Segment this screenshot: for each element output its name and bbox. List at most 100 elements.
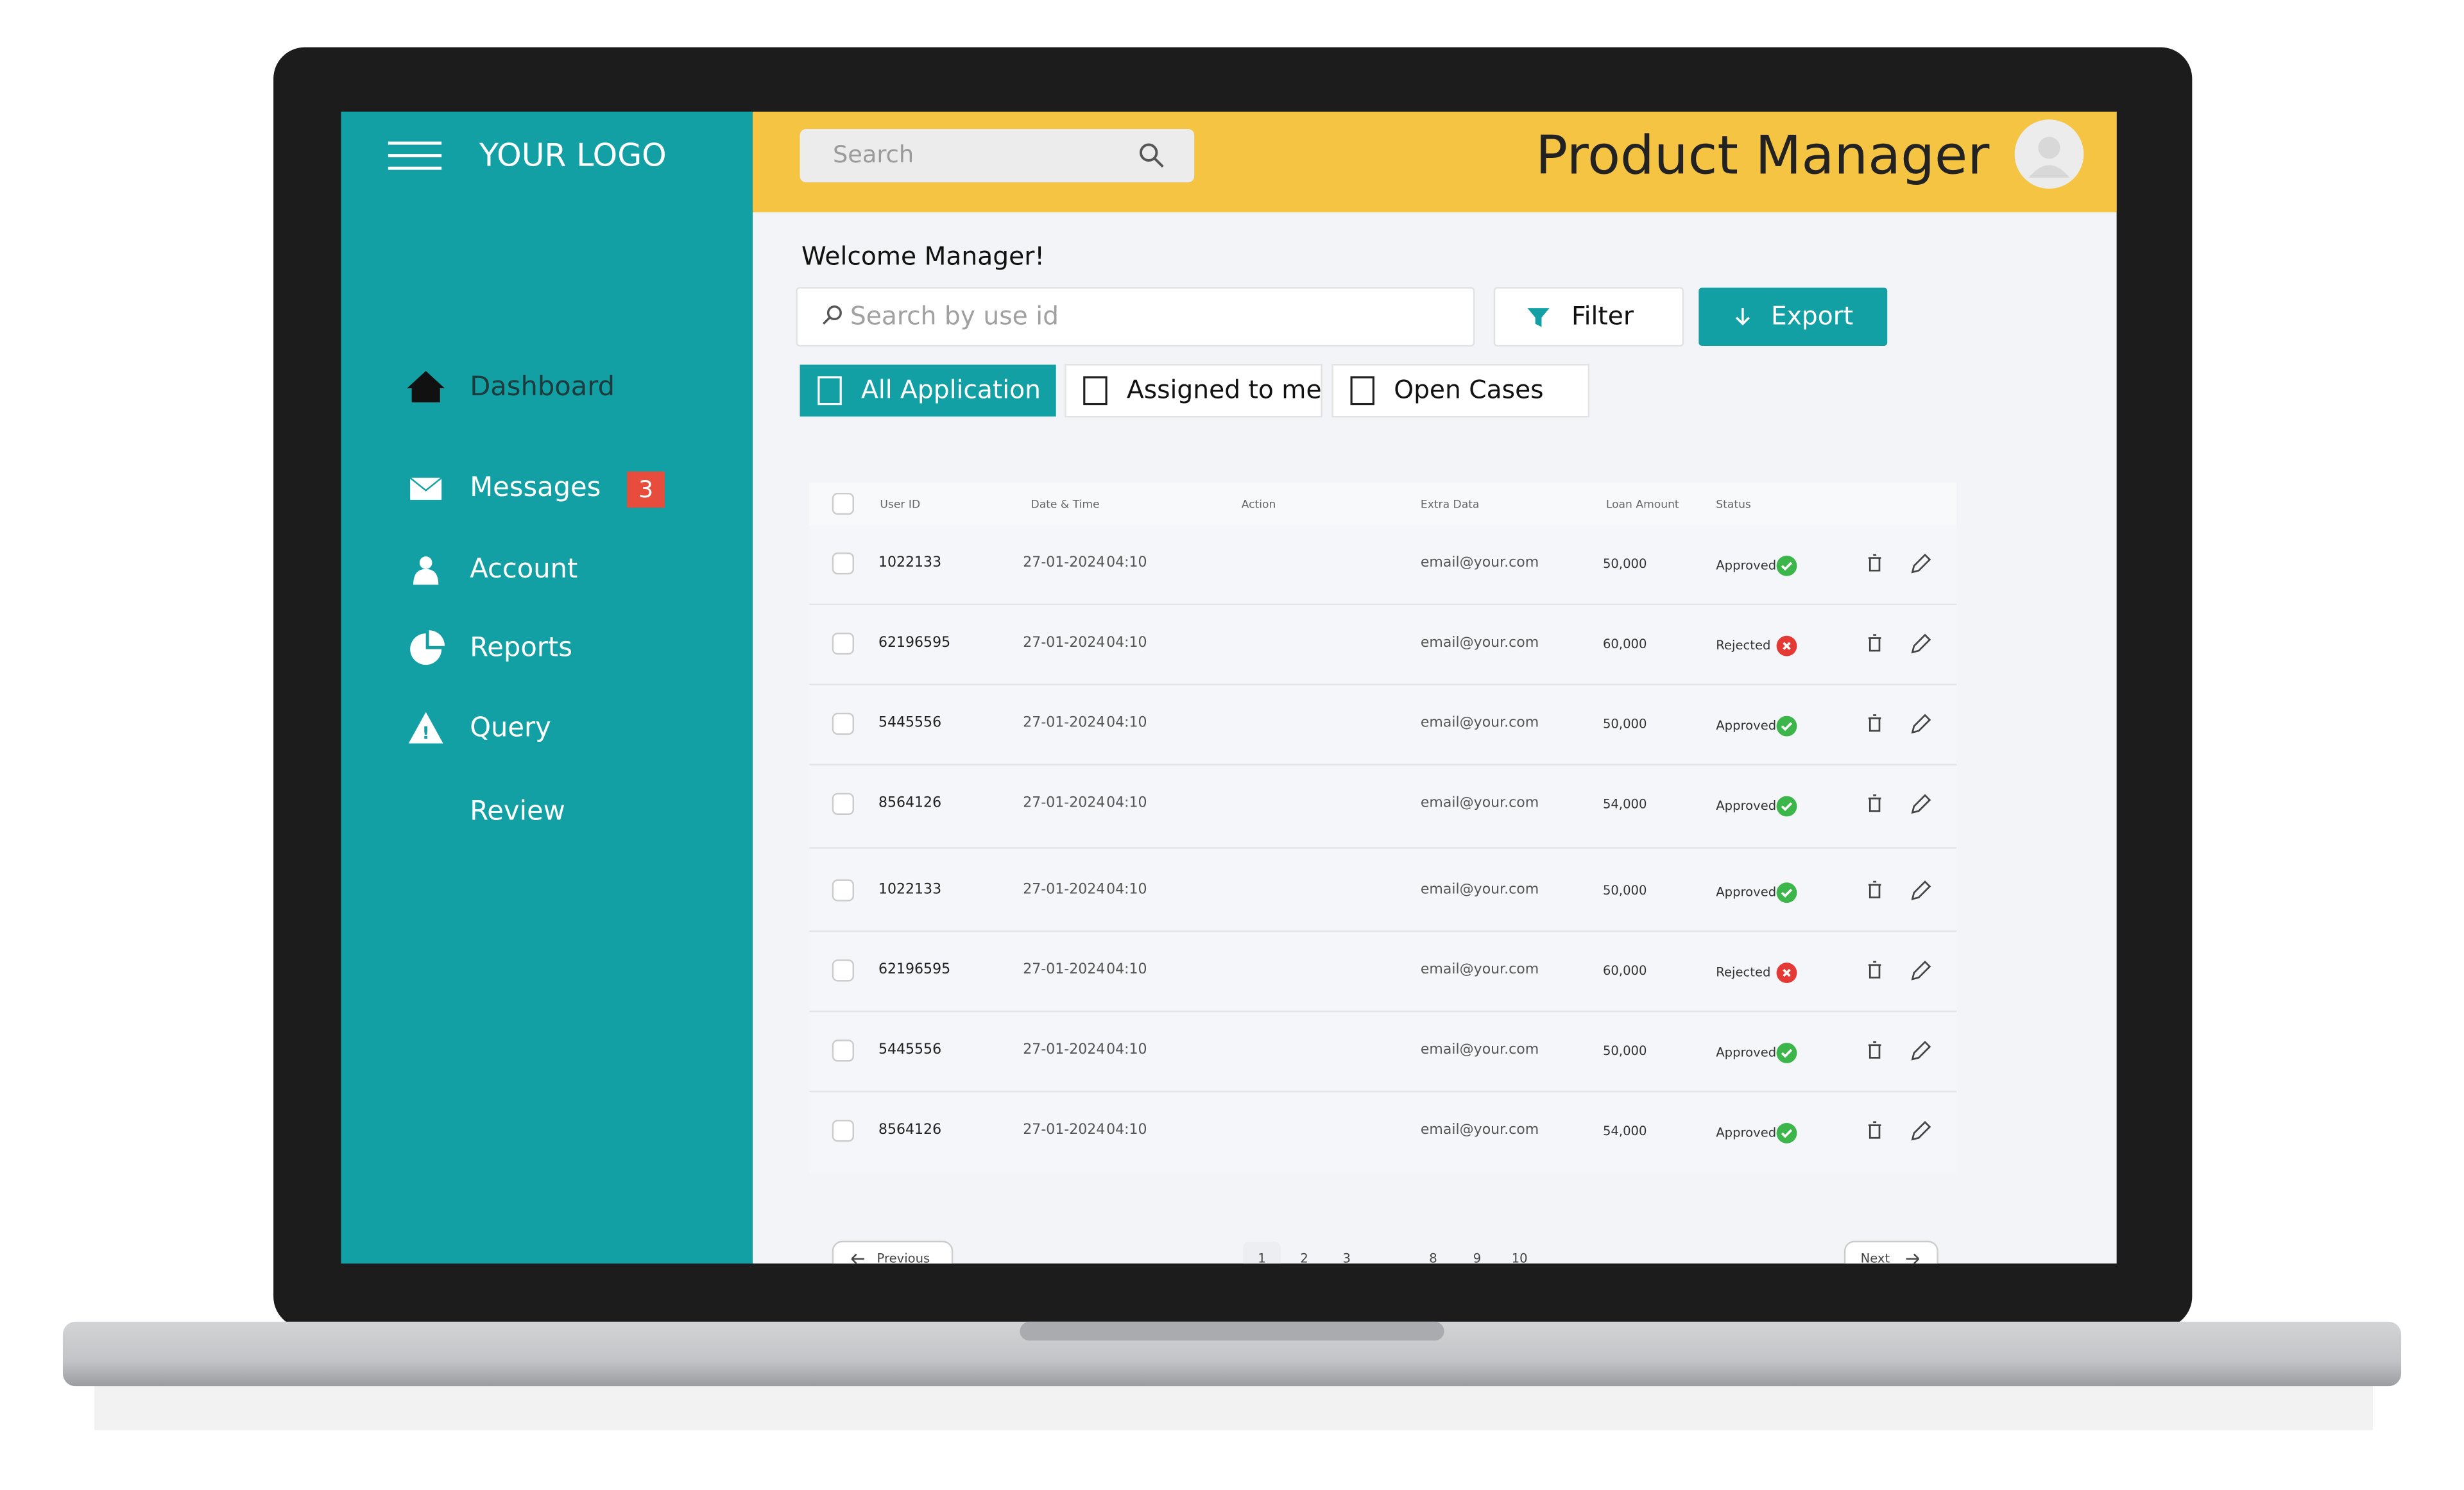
- search-placeholder: Search: [833, 141, 914, 168]
- welcome: Welcome Manager!: [801, 242, 1045, 271]
- time: 04:10: [1106, 715, 1147, 731]
- checkbox[interactable]: [832, 492, 855, 515]
- date: 27-01-2024: [1023, 1122, 1105, 1138]
- time: 04:10: [1106, 961, 1147, 977]
- checkbox[interactable]: [832, 959, 855, 982]
- status: Approved: [1716, 885, 1776, 900]
- logo: YOUR LOGO: [479, 137, 667, 174]
- date: 27-01-2024: [1023, 881, 1105, 897]
- delete-icon[interactable]: [1868, 961, 1881, 979]
- page-number[interactable]: 2: [1300, 1251, 1308, 1265]
- user-id: 1022133: [878, 554, 941, 570]
- time: 04:10: [1106, 635, 1147, 651]
- nav-item[interactable]: Query: [470, 712, 551, 743]
- tab-icon: [1083, 376, 1108, 406]
- nav-item[interactable]: Review: [470, 794, 565, 826]
- date: 27-01-2024: [1023, 795, 1105, 811]
- status: Approved: [1716, 1045, 1776, 1060]
- status: Approved: [1716, 558, 1776, 572]
- nav-icon: [408, 712, 443, 744]
- nav-item[interactable]: Reports: [470, 631, 572, 663]
- email: email@your.com: [1421, 961, 1539, 977]
- user-id: 62196595: [878, 635, 950, 651]
- edit-icon[interactable]: [1911, 553, 1931, 574]
- edit-icon[interactable]: [1911, 714, 1931, 734]
- page-title: Product Manager: [1536, 124, 1990, 186]
- edit-icon[interactable]: [1911, 633, 1931, 654]
- checkbox[interactable]: [832, 1120, 855, 1142]
- hamburger[interactable]: [388, 141, 442, 170]
- previous-label: Previous: [877, 1251, 930, 1265]
- edit-icon[interactable]: [1911, 794, 1931, 814]
- badge: [627, 471, 665, 508]
- column-header: Date & Time: [1031, 498, 1100, 511]
- tab-label: All Application: [861, 375, 1041, 404]
- page-number[interactable]: 10: [1512, 1251, 1528, 1265]
- avatar-head: [2038, 137, 2060, 159]
- date: 27-01-2024: [1023, 961, 1105, 977]
- time: 04:10: [1106, 1041, 1147, 1058]
- nav-item[interactable]: Dashboard: [470, 370, 615, 402]
- nav-item[interactable]: Account: [470, 552, 578, 584]
- status-glyph: [1781, 1129, 1793, 1138]
- delete-icon[interactable]: [1868, 554, 1881, 572]
- checkbox[interactable]: [832, 712, 855, 735]
- edit-icon[interactable]: [1911, 961, 1931, 980]
- tab[interactable]: [800, 364, 1056, 417]
- edit-icon[interactable]: [1911, 1120, 1931, 1141]
- tab-icon: [1350, 376, 1374, 406]
- checkbox[interactable]: [832, 879, 855, 902]
- avatar-body: [2028, 165, 2070, 178]
- filter-label: Filter: [1571, 302, 1634, 330]
- search-box[interactable]: [800, 129, 1195, 183]
- nav-icon: [407, 371, 445, 403]
- delete-icon[interactable]: [1868, 1121, 1881, 1139]
- badge-count: 3: [638, 475, 653, 503]
- tab[interactable]: [1065, 364, 1322, 418]
- date: 27-01-2024: [1023, 715, 1105, 731]
- export-button[interactable]: [1698, 287, 1888, 346]
- loan-amount: 54,000: [1603, 1124, 1647, 1138]
- id-search-box[interactable]: [796, 287, 1475, 347]
- nav-icon-line: [409, 477, 442, 492]
- checkbox[interactable]: [832, 792, 855, 815]
- user-id: 5445556: [878, 715, 941, 731]
- tab[interactable]: [1331, 364, 1590, 418]
- loan-amount: 50,000: [1603, 1043, 1647, 1058]
- checkbox[interactable]: [832, 1040, 855, 1062]
- table-header: [809, 483, 1956, 526]
- page-number[interactable]: 8: [1429, 1251, 1437, 1265]
- delete-icon[interactable]: [1868, 880, 1881, 898]
- status: Approved: [1716, 1125, 1776, 1140]
- status-glyph: [1781, 1049, 1793, 1058]
- delete-icon[interactable]: [1868, 794, 1881, 812]
- checkbox[interactable]: [832, 552, 855, 575]
- delete-icon[interactable]: [1868, 1041, 1881, 1059]
- status-glyph: [1783, 968, 1791, 977]
- user-id: 62196595: [878, 961, 950, 977]
- previous-arrow: [851, 1253, 864, 1264]
- edit-icon[interactable]: [1911, 880, 1931, 900]
- loan-amount: 50,000: [1603, 717, 1647, 732]
- tab-label: Open Cases: [1394, 375, 1543, 404]
- page-number[interactable]: 9: [1473, 1251, 1481, 1265]
- delete-icon[interactable]: [1868, 634, 1881, 652]
- time: 04:10: [1106, 1122, 1147, 1138]
- id-search-placeholder: Search by use id: [850, 302, 1059, 330]
- time: 04:10: [1106, 554, 1147, 570]
- column-header: Loan Amount: [1606, 498, 1679, 511]
- page-number[interactable]: 1: [1258, 1251, 1265, 1265]
- laptop-base: [62, 1321, 2402, 1387]
- status-glyph: [1783, 642, 1791, 650]
- id-search-icon: [823, 305, 842, 325]
- page-number[interactable]: 3: [1343, 1251, 1351, 1265]
- nav-item[interactable]: Messages: [470, 471, 601, 502]
- checkbox[interactable]: [832, 632, 855, 655]
- status: Approved: [1716, 718, 1776, 733]
- edit-icon[interactable]: [1911, 1040, 1931, 1061]
- email: email@your.com: [1421, 1041, 1539, 1058]
- date: 27-01-2024: [1023, 554, 1105, 570]
- delete-icon[interactable]: [1868, 714, 1881, 732]
- filter-button[interactable]: [1493, 287, 1684, 347]
- user-id: 8564126: [878, 795, 941, 811]
